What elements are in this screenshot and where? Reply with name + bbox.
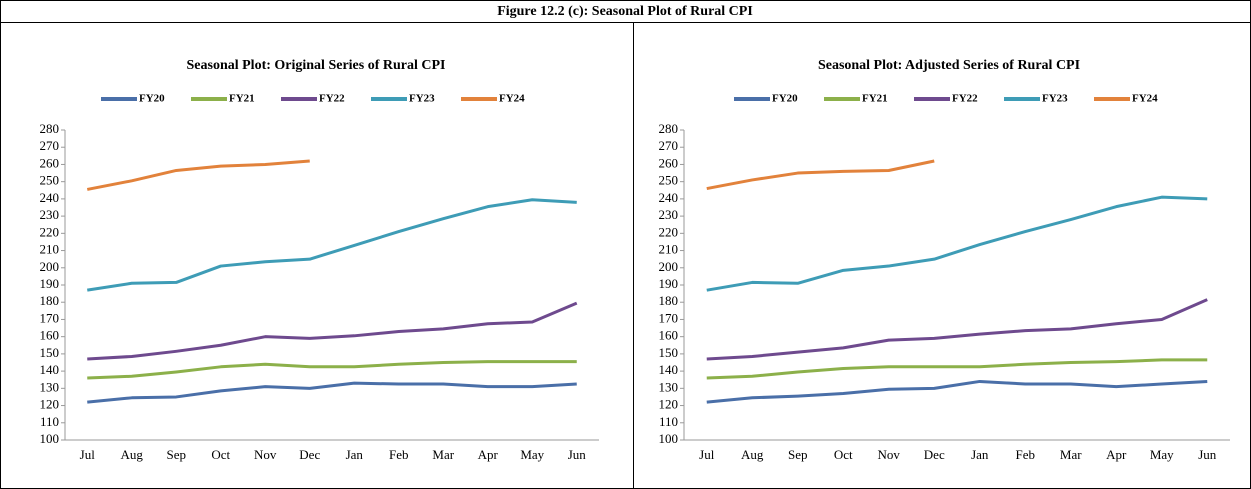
legend-label: FY24 <box>1132 93 1158 105</box>
y-tick-label: 130 <box>40 379 60 394</box>
y-tick-label: 250 <box>659 173 679 188</box>
legend-label: FY24 <box>499 93 525 105</box>
y-tick-label: 230 <box>40 207 60 222</box>
y-tick-label: 280 <box>659 121 679 136</box>
legend-label: FY20 <box>139 93 165 105</box>
series-line <box>706 159 935 191</box>
legend-label: FY22 <box>952 93 978 105</box>
figure-title: Figure 12.2 (c): Seasonal Plot of Rural … <box>497 4 753 19</box>
y-tick-label: 260 <box>40 155 60 170</box>
y-tick-label: 270 <box>40 138 60 153</box>
legend-label: FY23 <box>1042 93 1068 105</box>
legend-label: FY23 <box>409 93 435 105</box>
y-tick-label: 110 <box>659 414 678 429</box>
x-tick-label: Sep <box>788 447 808 462</box>
series-line <box>86 159 310 191</box>
y-tick-label: 140 <box>659 362 679 377</box>
y-tick-label: 160 <box>659 328 679 343</box>
y-tick-label: 140 <box>40 362 60 377</box>
y-tick-label: 190 <box>659 276 679 291</box>
y-tick-label: 180 <box>40 293 60 308</box>
y-tick-label: 280 <box>40 121 60 136</box>
x-tick-label: Oct <box>834 447 853 462</box>
y-tick-label: 210 <box>659 242 679 257</box>
x-tick-label: May <box>520 447 544 462</box>
y-tick-label: 260 <box>659 155 679 170</box>
series-line <box>706 298 1208 361</box>
legend-label: FY21 <box>229 93 255 105</box>
y-tick-label: 170 <box>40 310 60 325</box>
x-tick-label: Nov <box>878 447 901 462</box>
x-tick-label: Feb <box>389 447 409 462</box>
x-tick-label: Jun <box>1198 447 1217 462</box>
legend-label: FY21 <box>862 93 888 105</box>
y-tick-label: 150 <box>659 345 679 360</box>
x-tick-label: Aug <box>741 447 764 462</box>
x-tick-label: Mar <box>1060 447 1082 462</box>
legend-label: FY22 <box>319 93 345 105</box>
y-tick-label: 220 <box>40 224 60 239</box>
y-tick-label: 100 <box>659 431 679 446</box>
y-tick-label: 130 <box>659 379 679 394</box>
y-tick-label: 270 <box>659 138 679 153</box>
x-tick-label: May <box>1150 447 1174 462</box>
y-tick-label: 180 <box>659 293 679 308</box>
y-tick-label: 250 <box>40 173 60 188</box>
x-tick-label: Jan <box>971 447 989 462</box>
x-tick-label: Nov <box>254 447 277 462</box>
chart-title: Seasonal Plot: Adjusted Series of Rural … <box>818 58 1080 73</box>
x-tick-label: Jan <box>346 447 364 462</box>
x-tick-label: Mar <box>432 447 454 462</box>
series-line <box>706 379 1208 404</box>
x-tick-label: Feb <box>1016 447 1036 462</box>
series-line <box>87 198 577 292</box>
series-line <box>87 301 578 361</box>
x-tick-label: Aug <box>121 447 144 462</box>
y-tick-label: 200 <box>40 259 60 274</box>
x-tick-label: Jul <box>699 447 715 462</box>
y-tick-label: 230 <box>659 207 679 222</box>
x-tick-label: Jul <box>80 447 96 462</box>
y-tick-label: 100 <box>40 431 60 446</box>
y-tick-label: 160 <box>40 328 60 343</box>
x-tick-label: Jun <box>568 447 587 462</box>
y-tick-label: 120 <box>659 397 679 412</box>
y-tick-label: 120 <box>40 397 60 412</box>
series-line <box>706 358 1208 380</box>
x-tick-label: Oct <box>211 447 230 462</box>
x-tick-label: Apr <box>1106 447 1127 462</box>
y-tick-label: 240 <box>659 190 679 205</box>
y-tick-label: 110 <box>40 414 59 429</box>
y-tick-label: 190 <box>40 276 60 291</box>
legend-label: FY20 <box>772 93 798 105</box>
x-tick-label: Apr <box>478 447 499 462</box>
y-tick-label: 170 <box>659 310 679 325</box>
y-tick-label: 150 <box>40 345 60 360</box>
y-tick-label: 220 <box>659 224 679 239</box>
y-tick-label: 200 <box>659 259 679 274</box>
y-tick-label: 240 <box>40 190 60 205</box>
x-tick-label: Dec <box>299 447 320 462</box>
x-tick-label: Sep <box>167 447 187 462</box>
y-tick-label: 210 <box>40 242 60 257</box>
series-line <box>706 195 1208 292</box>
chart-title: Seasonal Plot: Original Series of Rural … <box>187 58 446 73</box>
series-line <box>87 360 577 380</box>
series-line <box>87 381 577 404</box>
x-tick-label: Dec <box>924 447 945 462</box>
